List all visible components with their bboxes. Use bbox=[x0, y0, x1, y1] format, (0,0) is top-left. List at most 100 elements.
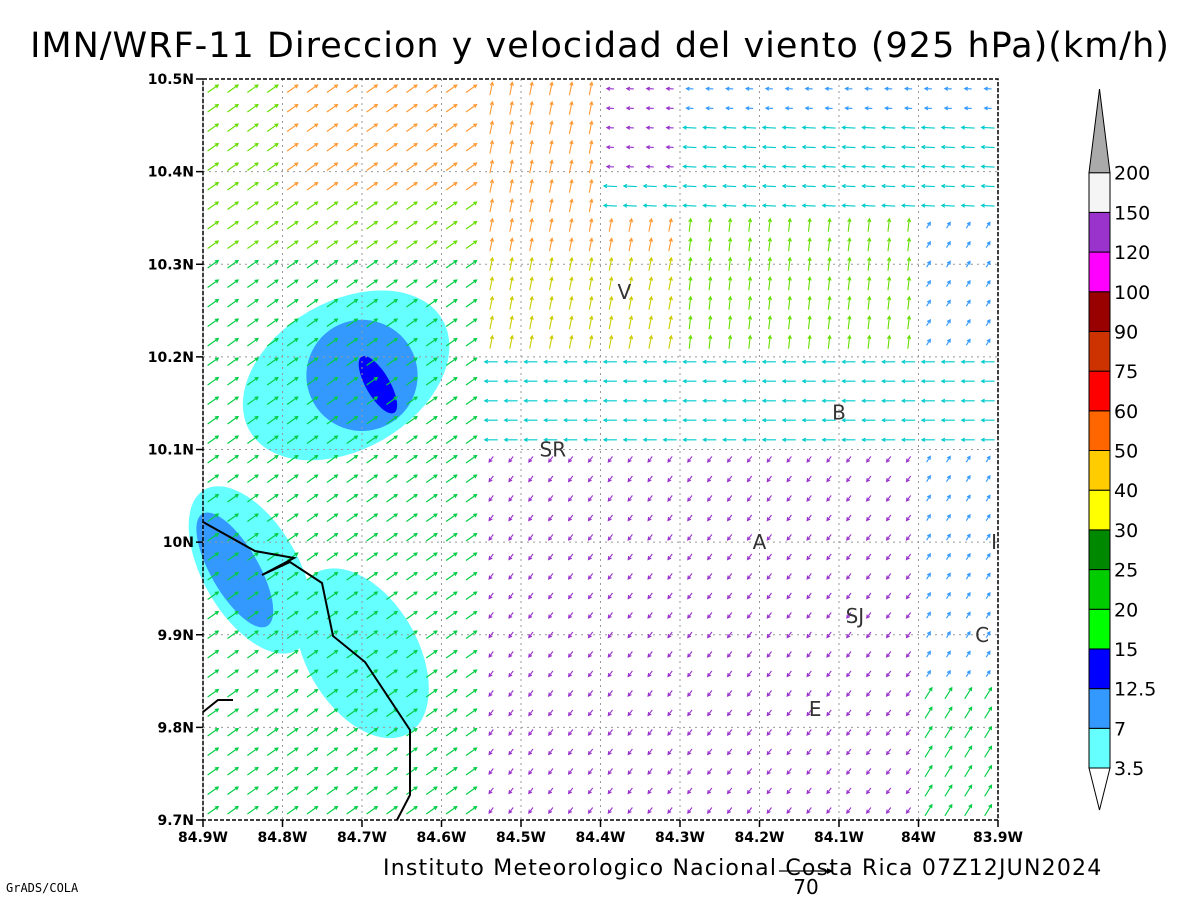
wind-arrow bbox=[406, 181, 418, 191]
wind-arrow bbox=[247, 298, 259, 308]
wind-arrow bbox=[781, 203, 796, 208]
wind-arrow bbox=[386, 474, 399, 483]
wind-arrow bbox=[707, 495, 713, 502]
wind-arrow bbox=[568, 159, 574, 174]
wind-arrow bbox=[741, 418, 757, 423]
wind-arrow bbox=[963, 86, 972, 91]
wind-arrow bbox=[926, 650, 931, 658]
wind-arrow bbox=[965, 533, 971, 541]
wind-arrow bbox=[508, 631, 514, 639]
wind-arrow bbox=[985, 338, 991, 346]
wind-arrow bbox=[286, 747, 299, 756]
wind-arrow bbox=[425, 396, 438, 405]
wind-arrow bbox=[386, 279, 399, 288]
wind-arrow bbox=[806, 670, 812, 678]
wind-arrow bbox=[786, 534, 792, 541]
wind-arrow bbox=[627, 612, 633, 619]
wind-arrow bbox=[846, 612, 852, 619]
wind-arrow bbox=[207, 298, 220, 308]
wind-arrow bbox=[806, 553, 812, 561]
wind-arrow bbox=[465, 513, 478, 522]
wind-arrow bbox=[509, 120, 514, 135]
wind-arrow bbox=[667, 475, 673, 483]
wind-arrow bbox=[926, 552, 931, 560]
wind-arrow bbox=[465, 747, 478, 756]
wind-arrow bbox=[503, 437, 518, 442]
wind-arrow bbox=[346, 84, 359, 93]
wind-arrow bbox=[386, 123, 399, 132]
wind-arrow bbox=[346, 805, 359, 815]
wind-arrow bbox=[425, 357, 438, 366]
wind-arrow bbox=[227, 279, 240, 288]
wind-arrow bbox=[726, 768, 733, 776]
wind-arrow bbox=[406, 279, 418, 288]
wind-arrow bbox=[247, 493, 259, 503]
wind-arrow bbox=[726, 475, 733, 483]
wind-arrow bbox=[940, 203, 955, 208]
wind-arrow bbox=[247, 435, 259, 444]
wind-arrow bbox=[741, 398, 757, 403]
colorbar-label: 60 bbox=[1114, 401, 1138, 423]
wind-arrow bbox=[465, 298, 478, 308]
wind-arrow bbox=[445, 181, 458, 191]
wind-arrow bbox=[346, 493, 359, 503]
wind-arrow bbox=[985, 513, 991, 521]
wind-arrow bbox=[900, 144, 916, 150]
colorbar-swatch bbox=[1088, 172, 1111, 213]
colorbar-swatch bbox=[1088, 569, 1111, 610]
wind-arrow bbox=[667, 495, 673, 502]
wind-arrow bbox=[841, 144, 856, 150]
wind-arrow bbox=[866, 709, 872, 717]
wind-arrow bbox=[946, 221, 951, 229]
wind-arrow bbox=[247, 610, 259, 620]
wind-arrow bbox=[622, 398, 637, 403]
wind-arrow bbox=[781, 359, 796, 364]
wind-arrow bbox=[548, 276, 554, 291]
lon-tick-label: 84.1W bbox=[814, 830, 864, 846]
wind-arrow bbox=[707, 456, 713, 463]
wind-arrow bbox=[707, 573, 713, 580]
wind-arrow bbox=[528, 631, 534, 639]
wind-arrow bbox=[702, 398, 717, 403]
wind-arrow bbox=[627, 514, 633, 522]
wind-arrow bbox=[529, 139, 534, 154]
wind-arrow bbox=[588, 198, 594, 213]
wind-arrow bbox=[445, 318, 458, 327]
wind-arrow bbox=[386, 571, 399, 581]
colorbar-bottom-triangle bbox=[1088, 767, 1111, 811]
wind-arrow bbox=[726, 514, 733, 522]
wind-arrow bbox=[662, 379, 677, 384]
wind-arrow bbox=[509, 237, 514, 252]
wind-arrow bbox=[563, 359, 578, 364]
wind-arrow bbox=[905, 787, 912, 795]
wind-arrow bbox=[984, 803, 993, 817]
wind-arrow bbox=[786, 631, 792, 639]
wind-arrow bbox=[627, 729, 633, 737]
wind-arrow bbox=[667, 651, 673, 658]
wind-arrow bbox=[588, 334, 594, 349]
wind-arrow bbox=[489, 81, 495, 96]
wind-arrow bbox=[746, 495, 753, 502]
wind-arrow bbox=[622, 418, 637, 423]
wind-arrow bbox=[386, 357, 399, 366]
wind-arrow bbox=[727, 295, 733, 310]
wind-arrow bbox=[366, 415, 379, 425]
wind-arrow bbox=[960, 125, 975, 130]
wind-arrow bbox=[905, 612, 912, 619]
wind-arrow bbox=[963, 106, 972, 111]
wind-arrow bbox=[548, 256, 554, 271]
wind-arrow bbox=[509, 81, 514, 96]
wind-arrow bbox=[627, 534, 633, 541]
wind-arrow bbox=[841, 359, 856, 364]
wind-arrow bbox=[346, 357, 359, 366]
wind-arrow bbox=[445, 240, 458, 249]
wind-arrow bbox=[207, 318, 220, 327]
wind-arrow bbox=[247, 474, 259, 483]
wind-arrow bbox=[662, 437, 677, 442]
wind-arrow bbox=[741, 379, 757, 384]
wind-arrow bbox=[784, 106, 793, 111]
wind-arrow bbox=[767, 217, 773, 232]
wind-arrow bbox=[924, 686, 933, 700]
wind-arrow bbox=[980, 203, 995, 208]
wind-arrow bbox=[826, 495, 832, 502]
